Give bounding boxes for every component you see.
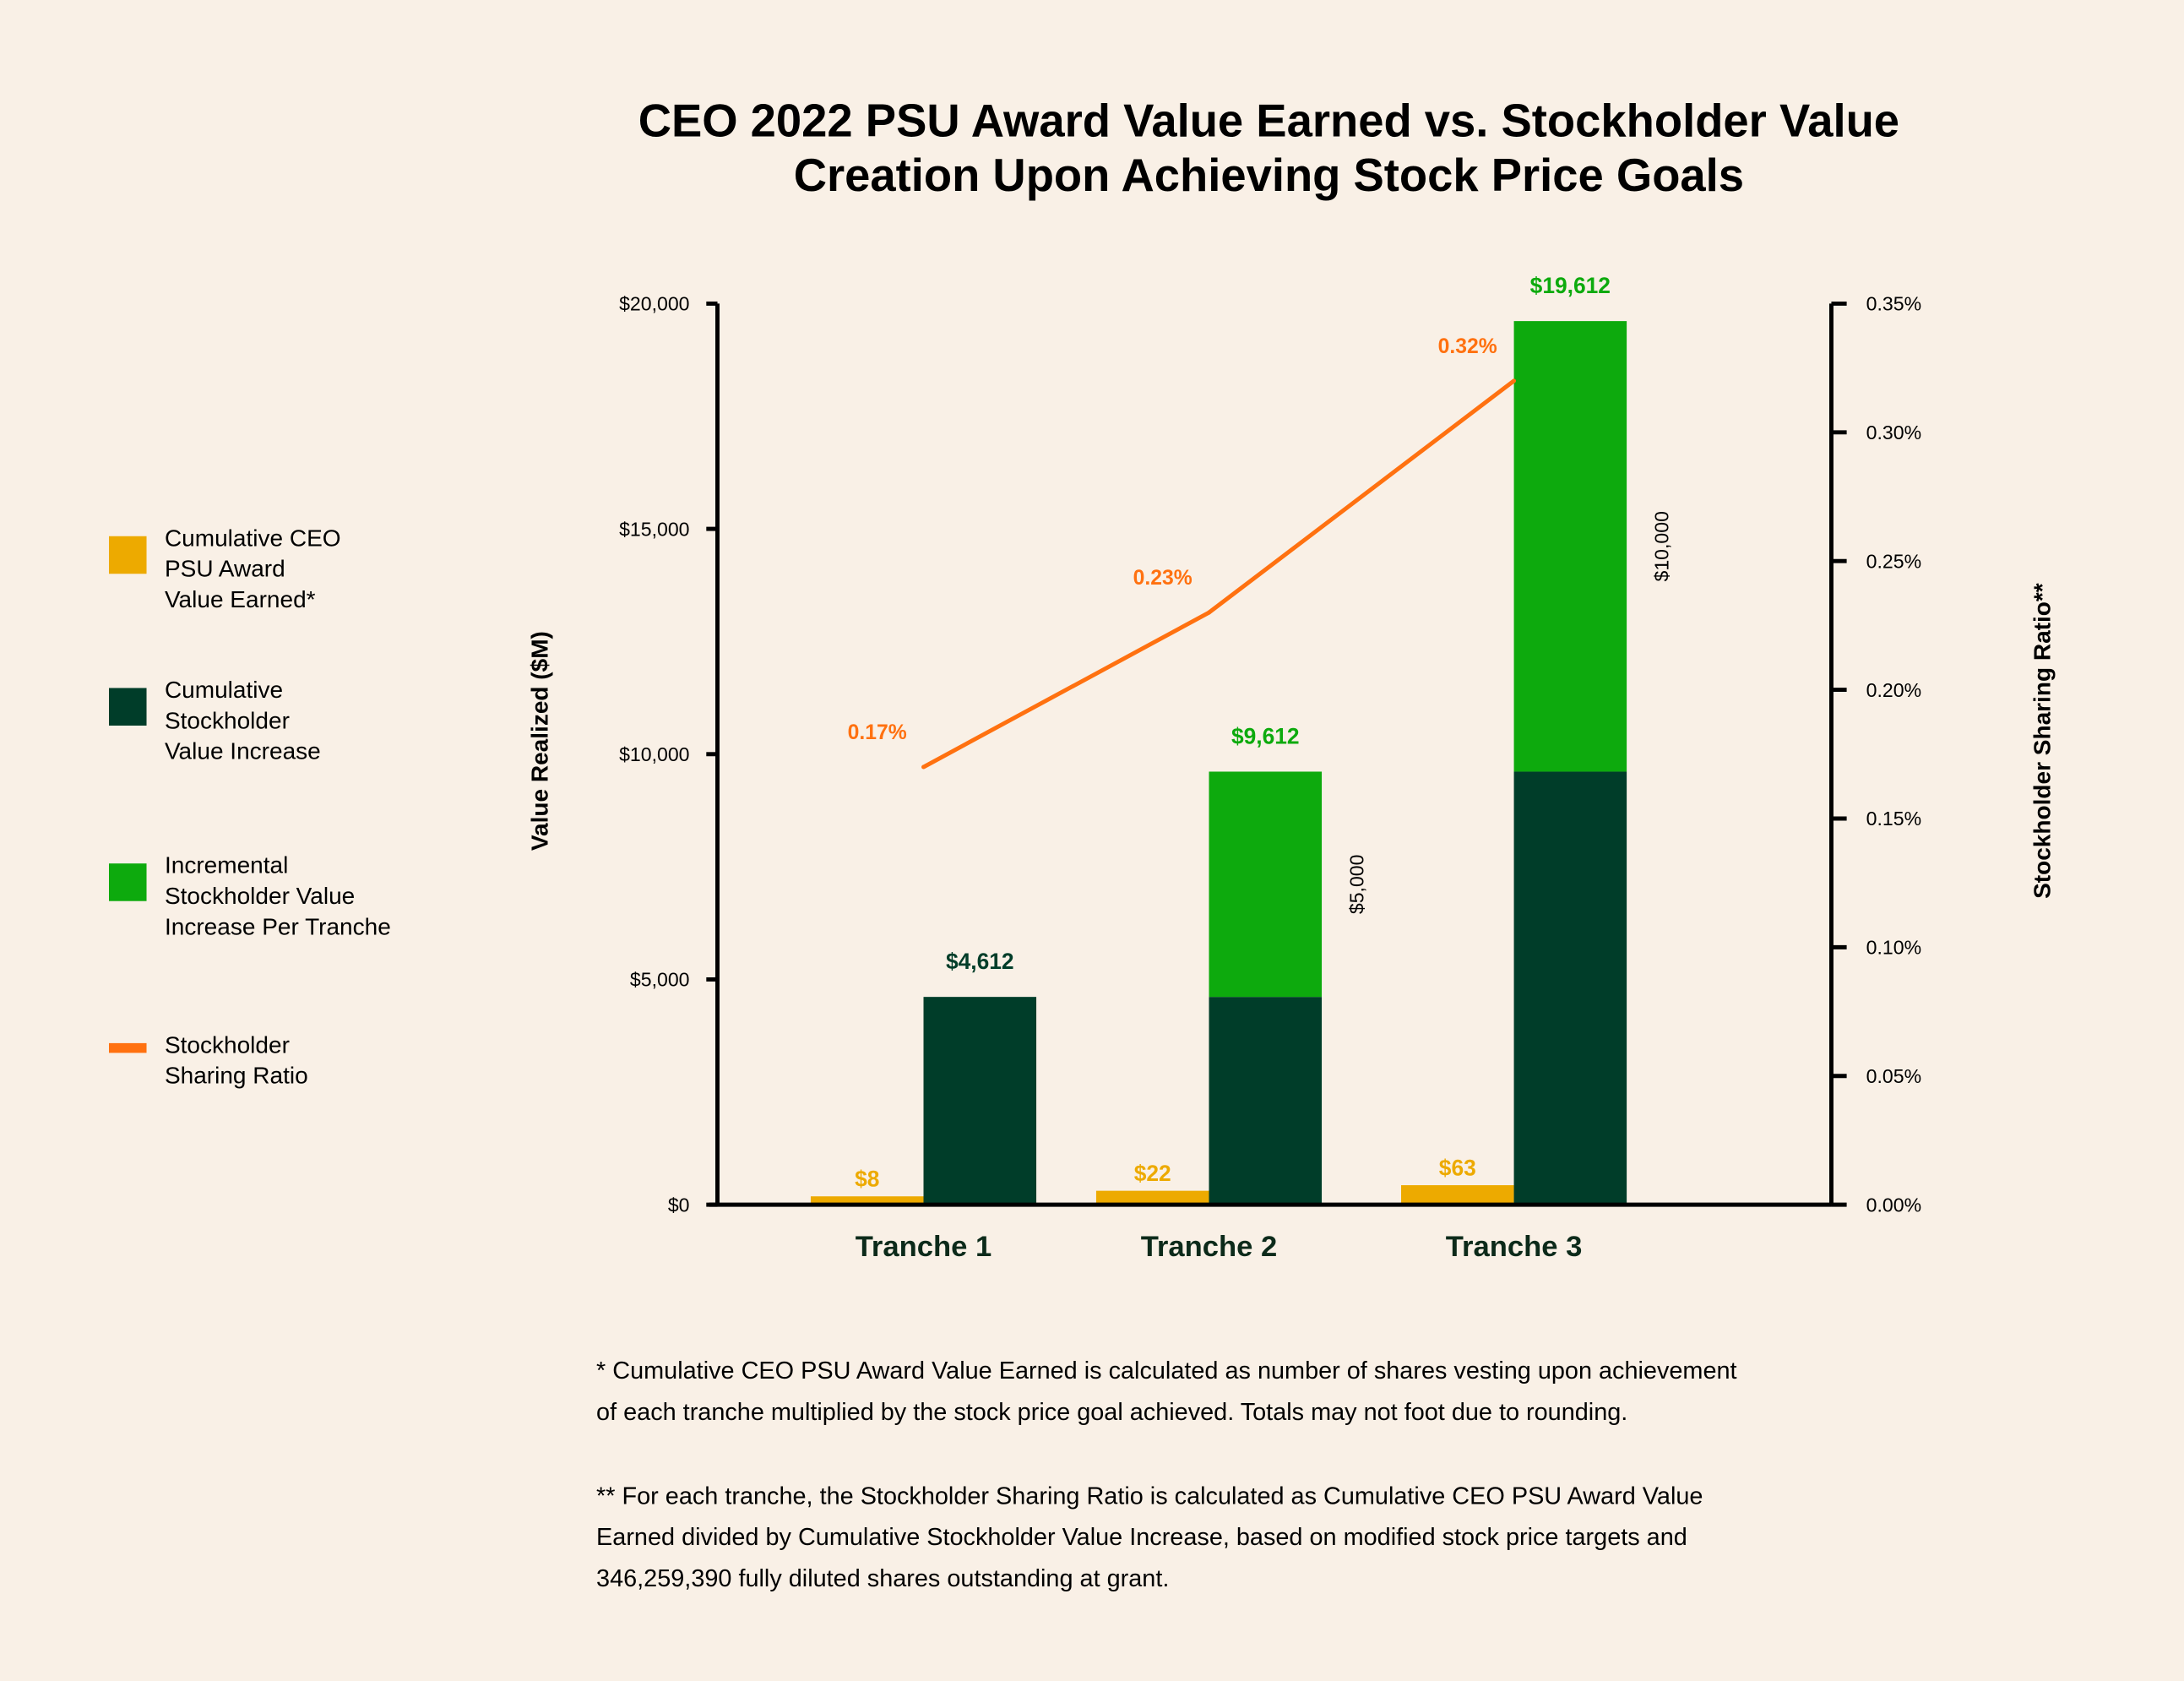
x-tick-label: Tranche 3 — [1446, 1231, 1583, 1263]
legend-label: PSU Award — [165, 556, 285, 582]
legend-line-swatch — [109, 1042, 147, 1053]
chart-title-line-1: CEO 2022 PSU Award Value Earned vs. Stoc… — [638, 95, 1899, 147]
incremental-value-bar — [1513, 321, 1627, 772]
total-value-label: $9,612 — [1231, 723, 1300, 748]
legend-swatch — [109, 863, 147, 901]
y2-tick-label: 0.10% — [1866, 937, 1921, 959]
legend-label: Increase Per Tranche — [165, 913, 391, 939]
legend-label: Cumulative — [165, 677, 283, 703]
sharing-ratio-label: 0.32% — [1438, 335, 1497, 358]
footnote-line: Earned divided by Cumulative Stockholder… — [596, 1524, 1687, 1551]
ceo-award-bar — [1401, 1185, 1514, 1205]
y-axis-label: Value Realized ($M) — [526, 631, 552, 851]
ceo-award-label: $8 — [855, 1167, 879, 1192]
legend-label: Value Earned* — [165, 586, 316, 612]
sharing-ratio-point — [1207, 610, 1211, 615]
legend-swatch — [109, 688, 147, 726]
incremental-value-label: $10,000 — [1651, 511, 1673, 581]
x-tick-label: Tranche 2 — [1141, 1231, 1278, 1263]
y2-tick-label: 0.20% — [1866, 679, 1921, 701]
ceo-award-label: $63 — [1439, 1156, 1476, 1181]
y2-tick-label: 0.25% — [1866, 550, 1921, 572]
legend-label: Sharing Ratio — [165, 1063, 308, 1089]
y2-tick-label: 0.05% — [1866, 1065, 1921, 1087]
y2-tick-label: 0.00% — [1866, 1194, 1921, 1216]
total-value-label: $4,612 — [946, 949, 1014, 974]
y2-tick-label: 0.15% — [1866, 808, 1921, 830]
cumulative-value-bar — [923, 997, 1037, 1205]
y-tick-label: $0 — [668, 1194, 690, 1216]
sharing-ratio-label: 0.23% — [1133, 567, 1193, 590]
legend-label: Cumulative CEO — [165, 525, 341, 551]
sharing-ratio-point — [1512, 378, 1517, 384]
footnote-line: 346,259,390 fully diluted shares outstan… — [596, 1565, 1169, 1592]
sharing-ratio-point — [921, 764, 926, 770]
legend-label: Value Increase — [165, 738, 321, 764]
incremental-value-bar — [1209, 771, 1323, 998]
legend-swatch — [109, 536, 147, 574]
incremental-value-label: $5,000 — [1345, 855, 1367, 915]
y2-axis-label: Stockholder Sharing Ratio** — [2029, 583, 2055, 899]
x-tick-label: Tranche 1 — [856, 1231, 992, 1263]
footnote-line: of each tranche multiplied by the stock … — [596, 1399, 1627, 1426]
legend-label: Stockholder — [165, 1031, 290, 1058]
sharing-ratio-label: 0.17% — [848, 721, 907, 744]
chart-title-line-2: Creation Upon Achieving Stock Price Goal… — [794, 150, 1744, 201]
y-tick-label: $15,000 — [619, 518, 689, 540]
y2-tick-label: 0.30% — [1866, 422, 1921, 443]
y-tick-label: $20,000 — [619, 293, 689, 315]
legend-label: Incremental — [165, 852, 288, 879]
ceo-award-label: $22 — [1134, 1161, 1171, 1186]
total-value-label: $19,612 — [1530, 273, 1611, 298]
footnote-line: ** For each tranche, the Stockholder Sha… — [596, 1483, 1703, 1510]
y2-tick-label: 0.35% — [1866, 293, 1921, 315]
legend-label: Stockholder Value — [165, 883, 355, 909]
legend-label: Stockholder — [165, 707, 290, 733]
y-tick-label: $10,000 — [619, 743, 689, 765]
y-tick-label: $5,000 — [630, 969, 690, 991]
ceo-award-bar — [1095, 1190, 1209, 1205]
cumulative-value-bar — [1513, 771, 1627, 1205]
footnote-line: * Cumulative CEO PSU Award Value Earned … — [596, 1357, 1737, 1385]
sharing-ratio-line — [922, 378, 1516, 770]
ceo-award-bar — [810, 1196, 924, 1205]
cumulative-value-bar — [1209, 997, 1323, 1205]
